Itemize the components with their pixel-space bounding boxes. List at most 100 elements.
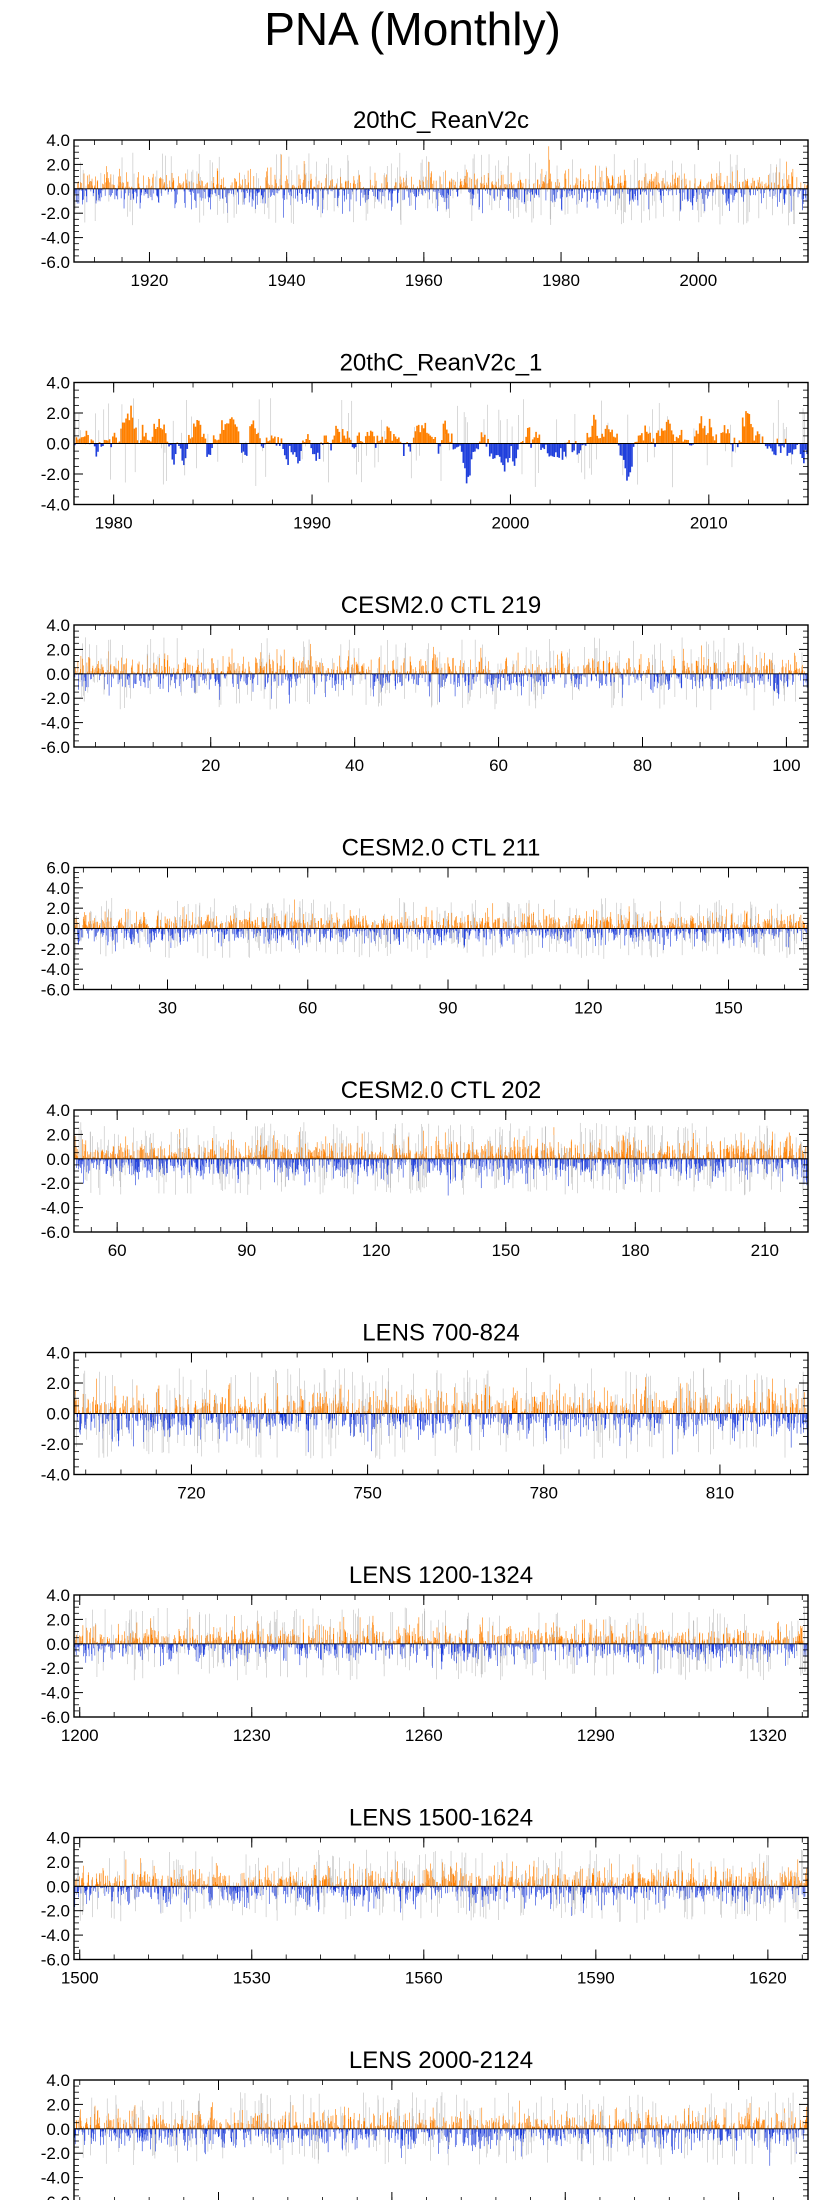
positive-bar xyxy=(350,183,351,189)
positive-bar xyxy=(547,184,548,189)
positive-bar xyxy=(686,440,688,444)
positive-bar xyxy=(749,186,750,189)
negative-bar xyxy=(573,444,575,451)
positive-bar xyxy=(747,181,748,189)
negative-bar xyxy=(215,674,216,686)
negative-bar xyxy=(607,674,608,686)
positive-bar xyxy=(696,431,698,444)
negative-bar xyxy=(626,444,628,481)
negative-bar xyxy=(737,189,738,193)
negative-bar xyxy=(302,929,303,937)
positive-bar xyxy=(114,433,116,444)
positive-bar xyxy=(195,427,197,444)
positive-bar xyxy=(213,663,214,674)
positive-bar xyxy=(460,179,461,189)
positive-bar xyxy=(793,169,794,189)
positive-bar xyxy=(644,177,645,189)
negative-bar xyxy=(458,674,459,683)
negative-bar xyxy=(693,674,694,677)
positive-bar xyxy=(234,178,235,189)
positive-bar xyxy=(274,437,276,444)
negative-bar xyxy=(629,674,630,685)
positive-bar xyxy=(697,666,698,674)
negative-bar xyxy=(654,444,656,447)
positive-bar xyxy=(248,182,249,188)
positive-bar xyxy=(593,671,594,674)
negative-bar xyxy=(273,929,274,939)
negative-bar xyxy=(128,189,129,196)
negative-bar xyxy=(508,189,509,211)
negative-bar xyxy=(517,189,518,198)
negative-bar xyxy=(156,929,157,938)
positive-bar xyxy=(441,440,443,443)
negative-bar xyxy=(538,674,539,682)
negative-bar xyxy=(290,674,291,681)
positive-bar xyxy=(182,669,183,674)
negative-bar xyxy=(709,674,710,678)
negative-bar xyxy=(388,189,389,200)
positive-bar xyxy=(460,666,461,674)
negative-bar xyxy=(729,674,730,679)
negative-bar xyxy=(781,674,782,681)
negative-bar xyxy=(136,929,137,932)
positive-bar xyxy=(123,182,124,189)
negative-bar xyxy=(215,929,216,933)
negative-bar xyxy=(687,674,688,679)
positive-bar xyxy=(367,432,369,444)
positive-bar xyxy=(479,662,480,674)
negative-bar xyxy=(761,189,762,203)
negative-bar xyxy=(530,674,531,677)
negative-bar xyxy=(205,189,206,199)
negative-bar xyxy=(353,444,355,449)
positive-bar xyxy=(466,170,467,189)
positive-bar xyxy=(343,924,344,929)
negative-bar xyxy=(770,444,772,449)
negative-bar xyxy=(511,674,512,690)
negative-bar xyxy=(342,189,343,214)
positive-bar xyxy=(684,440,686,444)
negative-bar xyxy=(596,189,597,203)
negative-bar xyxy=(326,674,327,682)
positive-bar xyxy=(411,177,412,189)
positive-bar xyxy=(256,659,257,674)
negative-bar xyxy=(100,189,101,201)
y-tick-label: 2.0 xyxy=(46,155,70,174)
negative-bar xyxy=(785,189,786,203)
positive-bar xyxy=(485,666,486,674)
negative-bar xyxy=(657,674,658,688)
negative-bar xyxy=(297,189,298,196)
positive-bar xyxy=(149,179,150,189)
negative-bar xyxy=(275,929,276,934)
positive-bar xyxy=(403,663,404,674)
positive-bar xyxy=(143,436,145,443)
negative-bar xyxy=(376,929,377,936)
negative-bar xyxy=(332,929,333,938)
negative-bar xyxy=(473,674,474,684)
negative-bar xyxy=(633,189,634,202)
positive-bar xyxy=(87,176,88,189)
positive-bar xyxy=(451,182,452,189)
negative-bar xyxy=(356,189,357,202)
negative-bar xyxy=(732,444,734,452)
negative-bar xyxy=(718,674,719,689)
positive-bar xyxy=(658,182,659,189)
positive-bar xyxy=(87,435,89,443)
negative-bar xyxy=(774,189,775,196)
positive-bar xyxy=(205,669,206,674)
positive-bar xyxy=(228,667,229,674)
negative-bar xyxy=(246,674,247,685)
positive-bar xyxy=(139,662,140,674)
positive-bar xyxy=(321,918,322,928)
negative-bar xyxy=(787,444,789,456)
negative-bar xyxy=(770,189,771,197)
positive-bar xyxy=(434,654,435,674)
negative-bar xyxy=(690,674,691,680)
positive-bar xyxy=(653,182,654,189)
positive-bar xyxy=(178,176,179,188)
negative-bar xyxy=(753,189,754,195)
positive-bar xyxy=(611,670,612,674)
negative-bar xyxy=(713,189,714,196)
negative-bar xyxy=(395,674,396,686)
positive-bar xyxy=(435,655,436,674)
positive-bar xyxy=(502,670,503,674)
